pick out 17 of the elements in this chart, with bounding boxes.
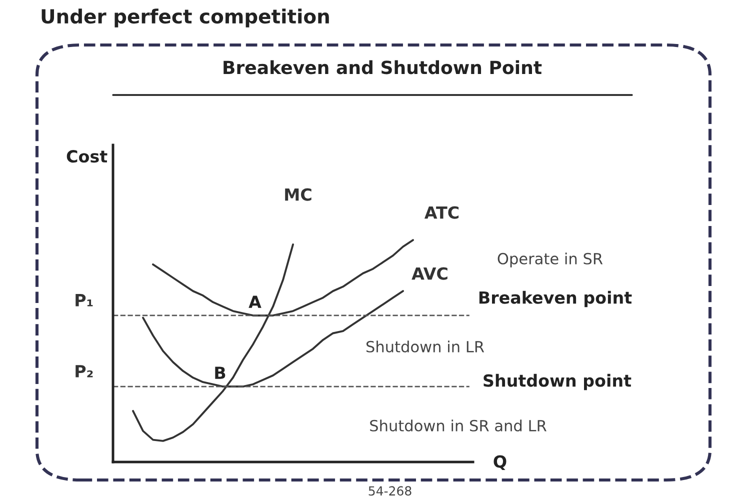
y-axis-title: Cost: [66, 150, 108, 163]
text: MC: [285, 188, 312, 201]
chart-title: Under perfect competition: [42, 8, 329, 28]
text: Breakeven point: [479, 290, 632, 308]
annotation: B: [215, 366, 226, 379]
series-label: ATC: [424, 206, 459, 219]
text: 54-268: [368, 486, 412, 496]
annotation: Shutdown in LR: [366, 340, 484, 352]
ref-line-label: P₂: [76, 365, 93, 378]
text: Shutdown point: [484, 374, 632, 390]
x-axis-title: Q: [494, 455, 506, 470]
ref-line-label: P₁: [76, 294, 93, 306]
chart-subtitle: Breakeven and Shutdown Point: [224, 60, 542, 74]
annotation: A: [248, 296, 262, 308]
annotation: Shutdown in SR and LR: [370, 420, 546, 432]
series-label: AVC: [412, 267, 448, 280]
text: Operate in SR: [498, 252, 603, 268]
